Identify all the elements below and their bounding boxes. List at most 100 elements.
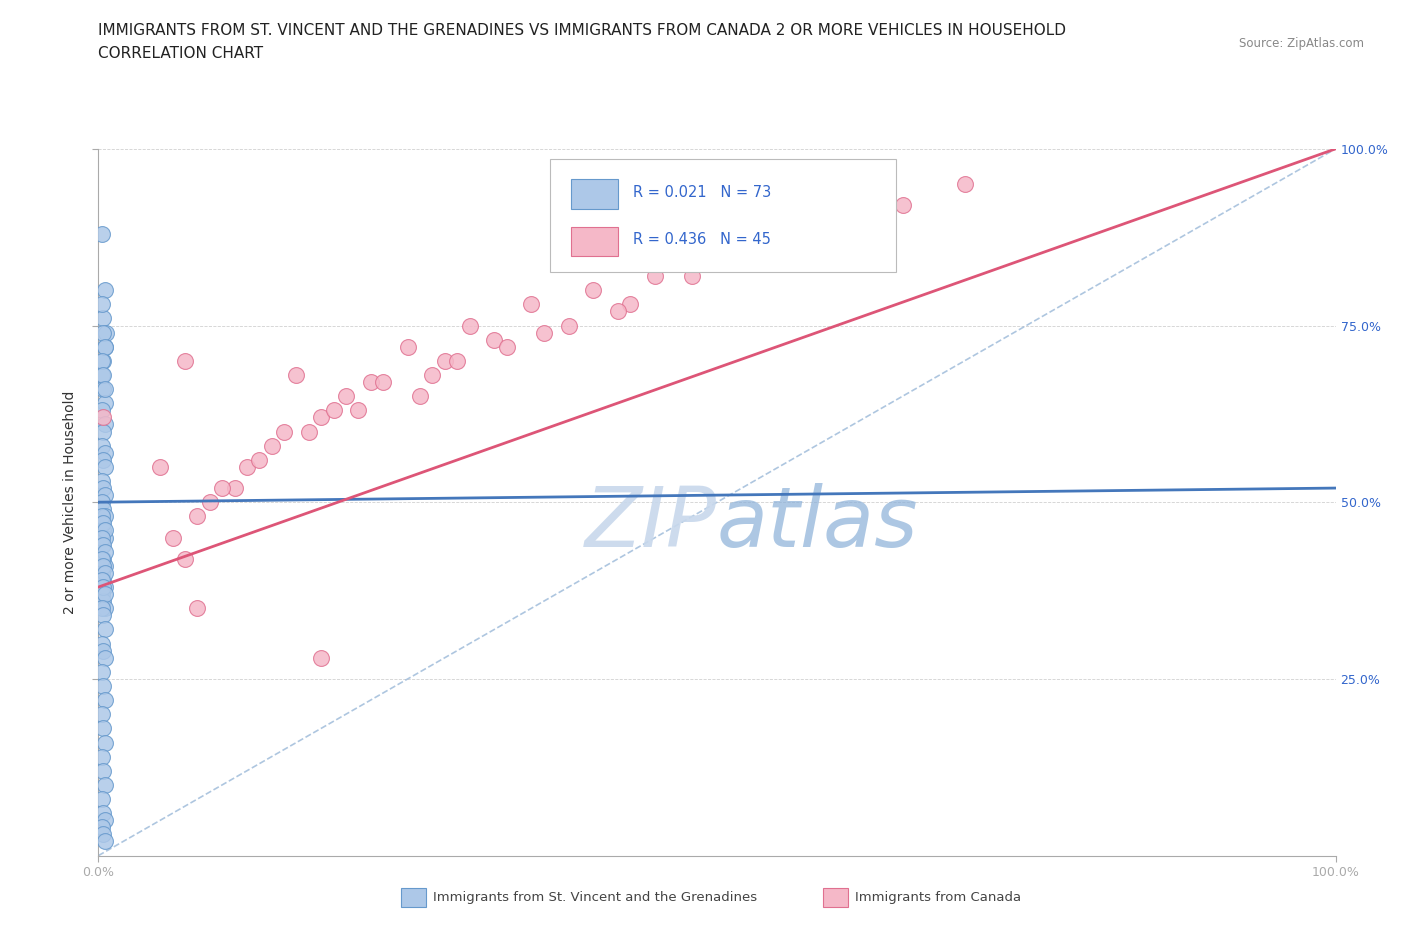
FancyBboxPatch shape <box>550 159 897 272</box>
Point <box>93 558 115 573</box>
Point <box>93 650 115 665</box>
Point <box>409 389 432 404</box>
Point <box>93 693 115 708</box>
Point <box>198 495 221 510</box>
Point <box>93 608 115 623</box>
Point <box>91 473 114 488</box>
Point <box>186 509 208 524</box>
Point <box>91 791 114 806</box>
Point <box>93 410 115 425</box>
Point <box>422 367 444 382</box>
Point <box>93 721 115 736</box>
Point <box>309 410 332 425</box>
Point <box>309 650 332 665</box>
Point <box>93 679 115 694</box>
Point <box>681 269 703 284</box>
Point <box>360 375 382 390</box>
Point <box>93 827 115 842</box>
Point <box>93 381 115 396</box>
Point <box>93 805 115 820</box>
Point <box>93 381 115 396</box>
Point <box>91 750 114 764</box>
Text: CORRELATION CHART: CORRELATION CHART <box>98 46 263 61</box>
Point <box>93 538 115 552</box>
Point <box>93 523 115 538</box>
Point <box>830 212 852 227</box>
Point <box>162 530 184 545</box>
Point <box>93 573 115 588</box>
Point <box>91 367 114 382</box>
Point <box>619 297 641 312</box>
Point <box>495 339 517 354</box>
Point <box>93 424 115 439</box>
Point <box>91 403 114 418</box>
Point <box>93 445 115 460</box>
Text: R = 0.436   N = 45: R = 0.436 N = 45 <box>633 232 770 246</box>
Point <box>322 403 344 418</box>
Point <box>891 198 914 213</box>
Point <box>149 459 172 474</box>
Point <box>93 579 115 594</box>
Point <box>93 283 115 298</box>
Point <box>93 516 115 531</box>
Point <box>520 297 543 312</box>
Point <box>211 481 233 496</box>
Point <box>91 601 114 616</box>
Point <box>93 326 115 340</box>
Point <box>93 644 115 658</box>
Point <box>91 551 114 566</box>
Point <box>298 424 321 439</box>
Text: atlas: atlas <box>717 483 918 564</box>
Point <box>93 417 115 432</box>
Point <box>91 226 114 241</box>
Point <box>91 438 114 453</box>
Point <box>247 452 270 467</box>
Point <box>93 339 115 354</box>
Point <box>236 459 259 474</box>
Point <box>93 509 115 524</box>
Point <box>93 452 115 467</box>
Point <box>186 601 208 616</box>
Point <box>458 318 481 333</box>
Point <box>93 481 115 496</box>
Point <box>93 339 115 354</box>
Point <box>91 530 114 545</box>
Point <box>91 495 114 510</box>
Point <box>93 565 115 580</box>
Point <box>93 777 115 792</box>
Point <box>582 283 605 298</box>
Point <box>742 247 765 262</box>
Point <box>93 487 115 502</box>
Point <box>285 367 308 382</box>
Point <box>93 601 115 616</box>
Point <box>91 636 114 651</box>
Point <box>93 587 115 602</box>
Point <box>644 269 666 284</box>
Point <box>93 502 115 517</box>
Point <box>371 375 394 390</box>
Point <box>93 523 115 538</box>
Point <box>768 226 790 241</box>
Point <box>91 565 114 580</box>
Point <box>91 353 114 368</box>
Text: Immigrants from Canada: Immigrants from Canada <box>855 891 1021 904</box>
Point <box>260 438 283 453</box>
Point <box>94 326 117 340</box>
Y-axis label: 2 or more Vehicles in Household: 2 or more Vehicles in Household <box>63 391 77 614</box>
Point <box>557 318 579 333</box>
Point <box>93 367 115 382</box>
Point <box>91 707 114 722</box>
Point <box>93 593 115 608</box>
Point <box>91 664 114 679</box>
Point <box>335 389 357 404</box>
Point <box>93 551 115 566</box>
Point <box>91 573 114 588</box>
Text: Source: ZipAtlas.com: Source: ZipAtlas.com <box>1239 37 1364 50</box>
Point <box>93 579 115 594</box>
Point <box>93 530 115 545</box>
Point <box>273 424 295 439</box>
Point <box>433 353 456 368</box>
Point <box>93 544 115 559</box>
Point <box>396 339 419 354</box>
Point <box>91 509 114 524</box>
